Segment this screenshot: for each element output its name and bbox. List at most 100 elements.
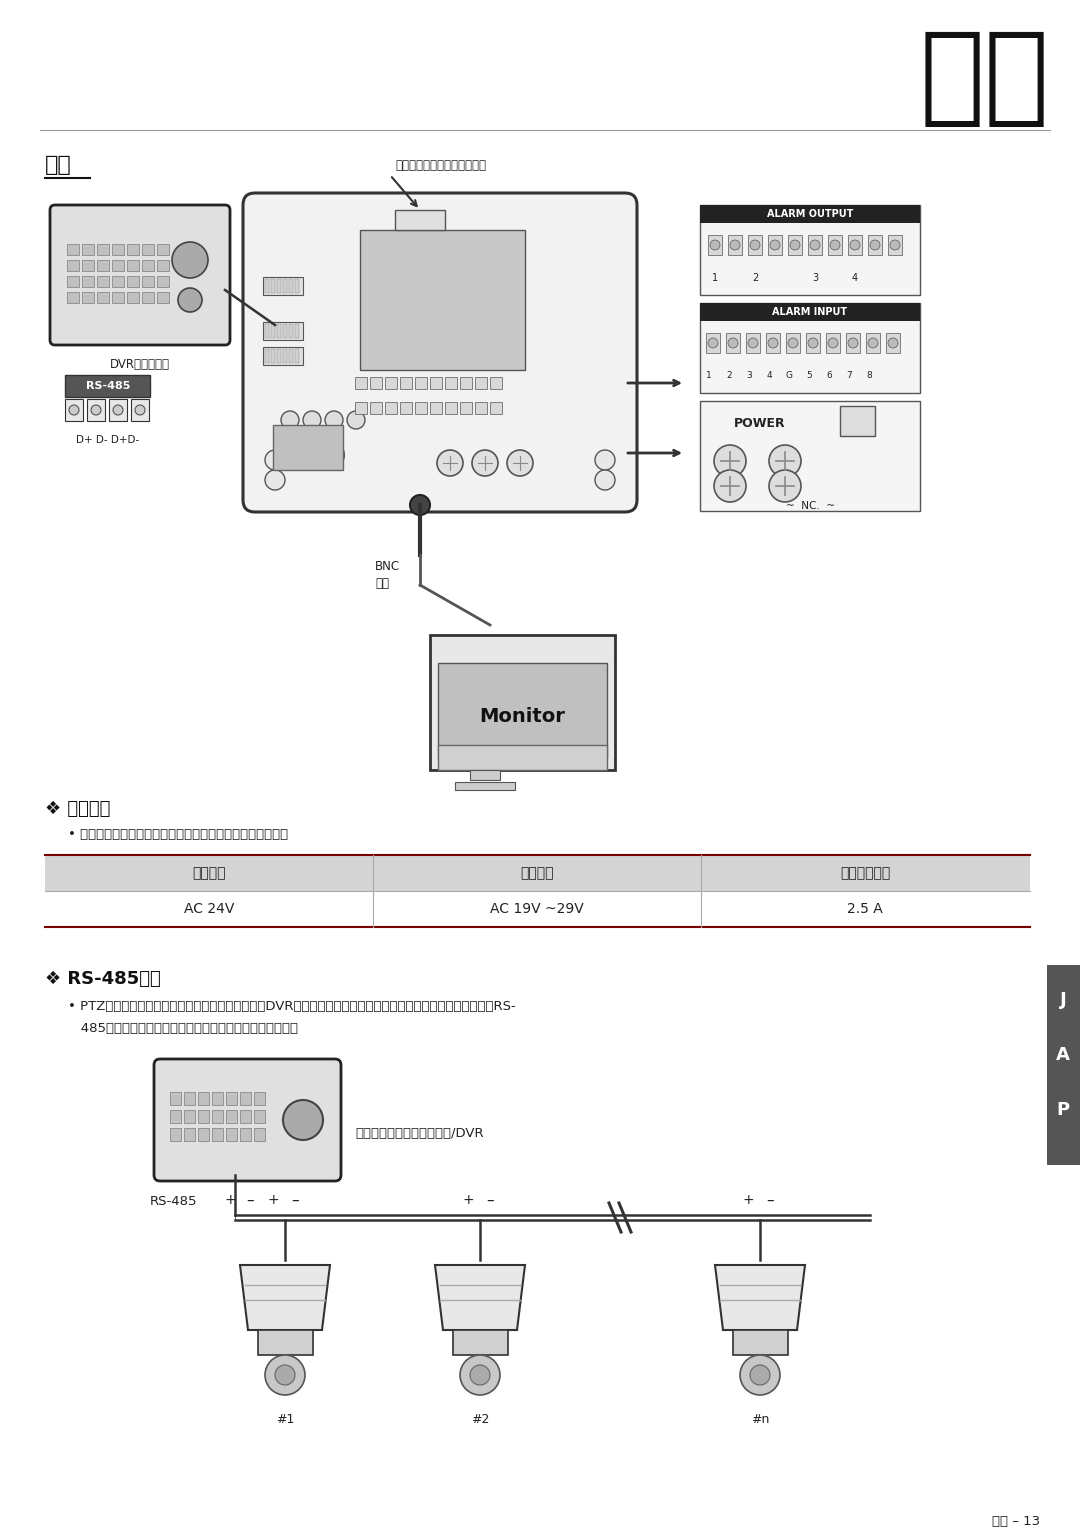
Circle shape: [768, 337, 778, 348]
Bar: [430, 402, 442, 414]
Bar: [157, 244, 168, 255]
Bar: [127, 276, 139, 287]
Bar: [888, 235, 902, 255]
Bar: [254, 1127, 265, 1141]
Circle shape: [850, 239, 860, 250]
Text: G: G: [785, 371, 793, 380]
Bar: [828, 235, 842, 255]
Text: RS-485: RS-485: [85, 380, 131, 391]
Bar: [264, 278, 303, 295]
Bar: [460, 402, 472, 414]
Text: ❖ RS-485通信: ❖ RS-485通信: [45, 969, 161, 988]
Bar: [384, 402, 397, 414]
Bar: [415, 377, 427, 390]
Bar: [355, 377, 367, 390]
Text: 映像: 映像: [375, 577, 389, 591]
Circle shape: [281, 440, 309, 469]
Bar: [226, 1127, 237, 1141]
Bar: [254, 1092, 265, 1104]
Circle shape: [437, 449, 463, 476]
Bar: [141, 276, 154, 287]
Bar: [445, 402, 457, 414]
Circle shape: [740, 1355, 780, 1394]
Text: RS-485: RS-485: [150, 1195, 198, 1207]
Text: ALARM OUTPUT: ALARM OUTPUT: [767, 209, 853, 219]
Bar: [212, 1092, 222, 1104]
Bar: [846, 333, 860, 353]
Bar: [728, 235, 742, 255]
Bar: [840, 407, 875, 436]
Polygon shape: [435, 1266, 525, 1330]
Circle shape: [595, 469, 615, 489]
Text: J: J: [1059, 991, 1066, 1009]
Circle shape: [808, 337, 818, 348]
Text: POWER: POWER: [734, 417, 786, 430]
Bar: [788, 235, 802, 255]
Circle shape: [888, 337, 897, 348]
Bar: [97, 276, 109, 287]
Text: 設置: 設置: [920, 25, 1050, 130]
Text: 入力電圧: 入力電圧: [521, 867, 554, 881]
Bar: [198, 1111, 210, 1123]
Bar: [700, 400, 920, 511]
Text: ALARM INPUT: ALARM INPUT: [772, 307, 848, 318]
Text: 485通信ラインを下図に示すように、並列に接続します。: 485通信ラインを下図に示すように、並列に接続します。: [68, 1022, 298, 1035]
Text: +: +: [225, 1193, 235, 1207]
Text: AC 24V: AC 24V: [184, 902, 234, 916]
Circle shape: [69, 405, 79, 416]
Bar: [141, 244, 154, 255]
Circle shape: [472, 449, 498, 476]
Bar: [490, 402, 502, 414]
Text: 消費電力範囲: 消費電力範囲: [840, 867, 890, 881]
Text: AC 19V ~29V: AC 19V ~29V: [490, 902, 584, 916]
Circle shape: [460, 1355, 500, 1394]
FancyBboxPatch shape: [50, 206, 230, 345]
Bar: [240, 1127, 251, 1141]
Circle shape: [890, 239, 900, 250]
Bar: [212, 1127, 222, 1141]
Bar: [271, 350, 275, 364]
Text: 5: 5: [806, 371, 812, 380]
Bar: [766, 333, 780, 353]
Bar: [475, 377, 487, 390]
Text: #2: #2: [471, 1413, 489, 1427]
Bar: [127, 259, 139, 272]
Bar: [264, 322, 303, 341]
Bar: [360, 230, 525, 370]
Circle shape: [283, 1100, 323, 1140]
Text: P: P: [1056, 1101, 1069, 1118]
Text: Monitor: Monitor: [480, 707, 565, 727]
Circle shape: [347, 411, 365, 430]
Bar: [112, 276, 124, 287]
Circle shape: [750, 1365, 770, 1385]
Bar: [264, 347, 303, 365]
Bar: [226, 1092, 237, 1104]
Bar: [273, 425, 343, 469]
Bar: [82, 244, 94, 255]
Bar: [97, 244, 109, 255]
Bar: [370, 402, 382, 414]
Bar: [127, 244, 139, 255]
Circle shape: [172, 242, 208, 278]
Text: ドーム・カメラへのコネクタ: ドーム・カメラへのコネクタ: [395, 160, 486, 172]
Bar: [67, 276, 79, 287]
Circle shape: [714, 469, 746, 502]
Circle shape: [410, 495, 430, 515]
Circle shape: [831, 239, 840, 250]
Circle shape: [303, 411, 321, 430]
Circle shape: [91, 405, 102, 416]
Bar: [127, 291, 139, 304]
Bar: [97, 259, 109, 272]
Circle shape: [748, 337, 758, 348]
Text: +: +: [267, 1193, 279, 1207]
Bar: [283, 350, 287, 364]
Bar: [240, 1092, 251, 1104]
Bar: [265, 279, 269, 293]
Bar: [276, 279, 281, 293]
Bar: [460, 377, 472, 390]
Bar: [808, 235, 822, 255]
Bar: [141, 291, 154, 304]
Bar: [768, 235, 782, 255]
Bar: [184, 1111, 195, 1123]
Circle shape: [828, 337, 838, 348]
